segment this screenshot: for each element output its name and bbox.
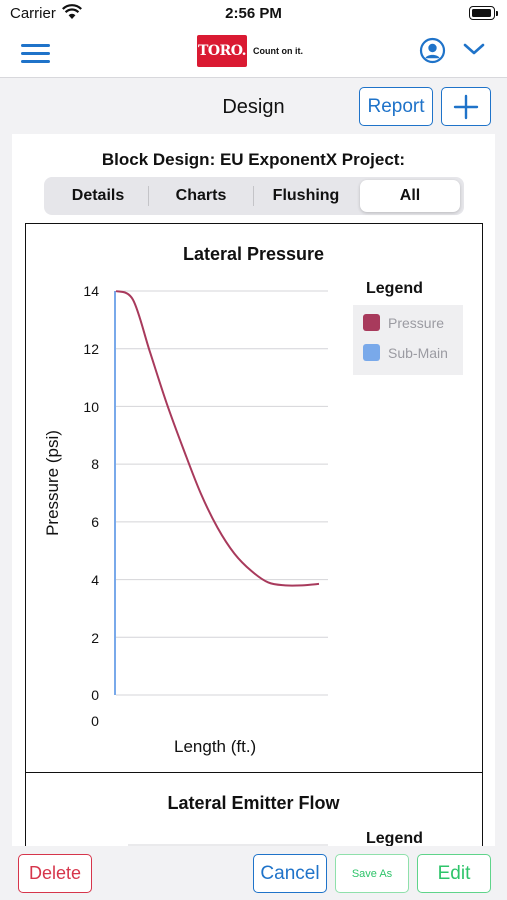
user-account-icon[interactable]	[419, 37, 446, 69]
segment-divider	[148, 186, 149, 206]
report-button[interactable]: Report	[359, 87, 433, 126]
block-design-title: Block Design: EU ExponentX Project:	[101, 150, 406, 169]
legend-title: Legend	[366, 830, 423, 846]
nav-bar: TORO. Count on it.	[0, 28, 507, 78]
y-tick-label: 8	[91, 456, 99, 472]
y-tick-label: 14	[83, 283, 99, 299]
logo-tagline: Count on it.	[253, 46, 303, 56]
legend-item-sub-main: Sub-Main	[363, 344, 448, 361]
y-tick-label: 6	[91, 514, 99, 530]
add-button[interactable]	[441, 87, 491, 126]
save-as-button[interactable]: Save As	[335, 854, 409, 893]
x-axis-label: Length (ft.)	[174, 737, 257, 756]
design-content: Block Design: EU ExponentX Project: Deta…	[12, 134, 495, 846]
chart-title: Lateral Emitter Flow	[167, 793, 340, 813]
y-tick-label: 4	[91, 572, 99, 588]
y-tick-label: 10	[83, 399, 99, 415]
y-tick-label: 2	[91, 630, 99, 646]
legend-label: Pressure	[388, 314, 445, 331]
y-tick-label: 0	[91, 687, 99, 703]
logo-badge: TORO.	[197, 35, 247, 67]
plot-area	[128, 844, 328, 846]
y-tick-label: 12	[83, 341, 99, 357]
status-bar: Carrier 2:56 PM	[0, 0, 507, 28]
toro-logo: TORO. Count on it.	[197, 35, 303, 67]
legend-title: Legend	[366, 280, 423, 297]
menu-icon[interactable]	[21, 42, 51, 64]
chart-legend: Pressure Sub-Main	[353, 305, 463, 375]
plus-icon	[453, 94, 479, 119]
legend-label: Sub-Main	[388, 344, 448, 361]
edit-button[interactable]: Edit	[417, 854, 491, 893]
chevron-down-icon[interactable]	[463, 42, 485, 61]
tab-details[interactable]: Details	[71, 187, 125, 204]
chart-title: Lateral Pressure	[182, 244, 325, 264]
lateral-pressure-chart: Lateral Pressure Legend Pressure Sub-Mai…	[25, 223, 483, 774]
plot-area	[114, 290, 328, 696]
delete-button[interactable]: Delete	[18, 854, 92, 893]
tab-charts[interactable]: Charts	[175, 187, 227, 204]
series-line-pressure	[115, 290, 320, 587]
page-title: Design	[222, 96, 285, 118]
tab-flushing[interactable]: Flushing	[272, 187, 340, 204]
legend-swatch	[363, 344, 380, 361]
wifi-icon	[62, 4, 82, 25]
carrier-label: Carrier	[10, 5, 56, 22]
clock: 2:56 PM	[225, 5, 282, 22]
segment-divider	[253, 186, 254, 206]
legend-item-pressure: Pressure	[363, 314, 444, 331]
view-segmented-control: Details Charts Flushing All	[44, 177, 464, 215]
tab-all[interactable]: All	[360, 180, 460, 212]
legend-swatch	[363, 314, 380, 331]
x-tick-label: 0	[91, 713, 99, 729]
lateral-emitter-flow-chart: Lateral Emitter Flow Legend	[25, 772, 483, 846]
cancel-button[interactable]: Cancel	[253, 854, 327, 893]
battery-icon	[469, 6, 498, 20]
